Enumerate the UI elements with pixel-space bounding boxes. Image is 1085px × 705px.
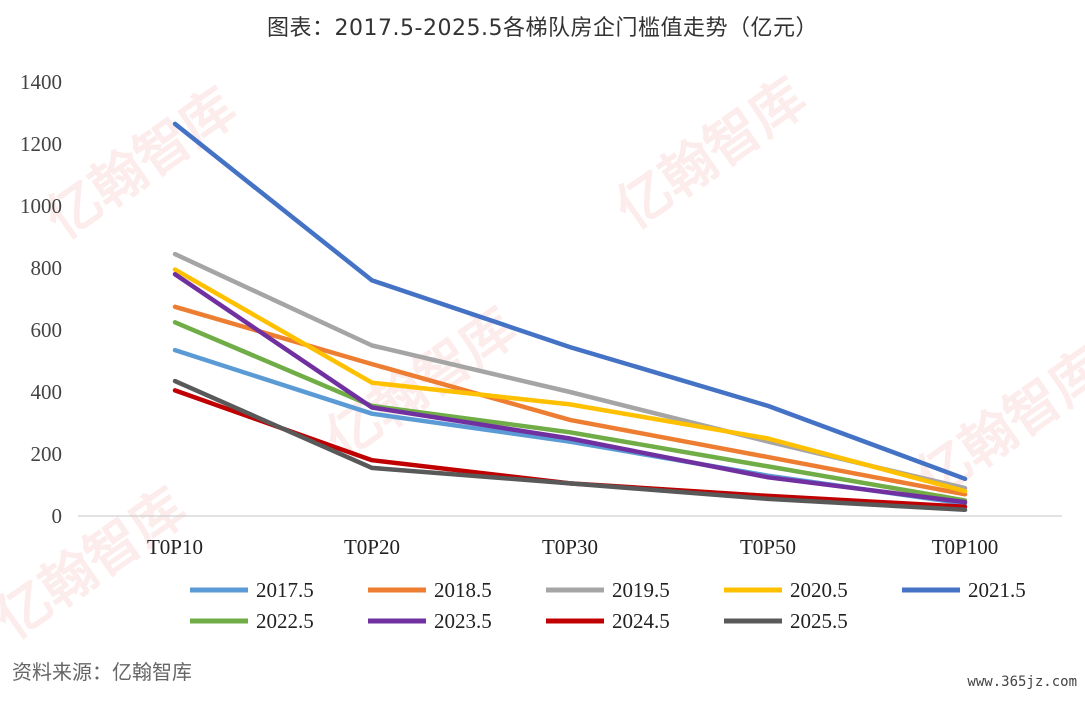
axes: 0 200 400 600 800 1000 1200 1400 T0P10 T0P20 T0P30… bbox=[20, 70, 1062, 559]
legend-label: 2023.5 bbox=[434, 609, 492, 633]
legend-label: 2024.5 bbox=[612, 609, 670, 633]
series-lines bbox=[172, 121, 968, 513]
y-tick-label: 800 bbox=[31, 256, 63, 280]
y-tick-label: 200 bbox=[31, 442, 63, 466]
series-line-2018.5 bbox=[172, 304, 968, 497]
site-url: www.365jz.com bbox=[967, 674, 1077, 690]
y-tick-label: 1000 bbox=[20, 194, 62, 218]
y-tick-label: 400 bbox=[31, 380, 63, 404]
chart-title: 图表：2017.5-2025.5各梯队房企门槛值走势（亿元） bbox=[267, 16, 818, 41]
x-tick-label: T0P30 bbox=[542, 535, 598, 559]
series-line-2025.5 bbox=[172, 378, 968, 513]
legend-label: 2018.5 bbox=[434, 578, 492, 602]
y-tick-label: 1400 bbox=[20, 70, 62, 94]
source-note: 资料来源：亿翰智库 bbox=[12, 660, 192, 684]
series-line-2022.5 bbox=[172, 320, 968, 503]
y-tick-label: 600 bbox=[31, 318, 63, 342]
legend-label: 2017.5 bbox=[256, 578, 314, 602]
y-tick-label: 1200 bbox=[20, 132, 62, 156]
legend-label: 2022.5 bbox=[256, 609, 314, 633]
y-tick-label: 0 bbox=[52, 504, 63, 528]
x-tick-label: T0P100 bbox=[932, 535, 999, 559]
x-tick-label: T0P50 bbox=[740, 535, 796, 559]
legend: 2017.5 2018.5 2019.5 2020.5 2021.5 2022.5 2023… bbox=[190, 578, 1026, 633]
series-line-2021.5 bbox=[172, 121, 968, 482]
legend-label: 2019.5 bbox=[612, 578, 670, 602]
legend-label: 2025.5 bbox=[790, 609, 848, 633]
series-line-2023.5 bbox=[172, 271, 968, 505]
legend-label: 2021.5 bbox=[968, 578, 1026, 602]
legend-label: 2020.5 bbox=[790, 578, 848, 602]
series-line-2020.5 bbox=[172, 267, 968, 494]
x-tick-label: T0P20 bbox=[344, 535, 400, 559]
x-tick-label: T0P10 bbox=[147, 535, 203, 559]
